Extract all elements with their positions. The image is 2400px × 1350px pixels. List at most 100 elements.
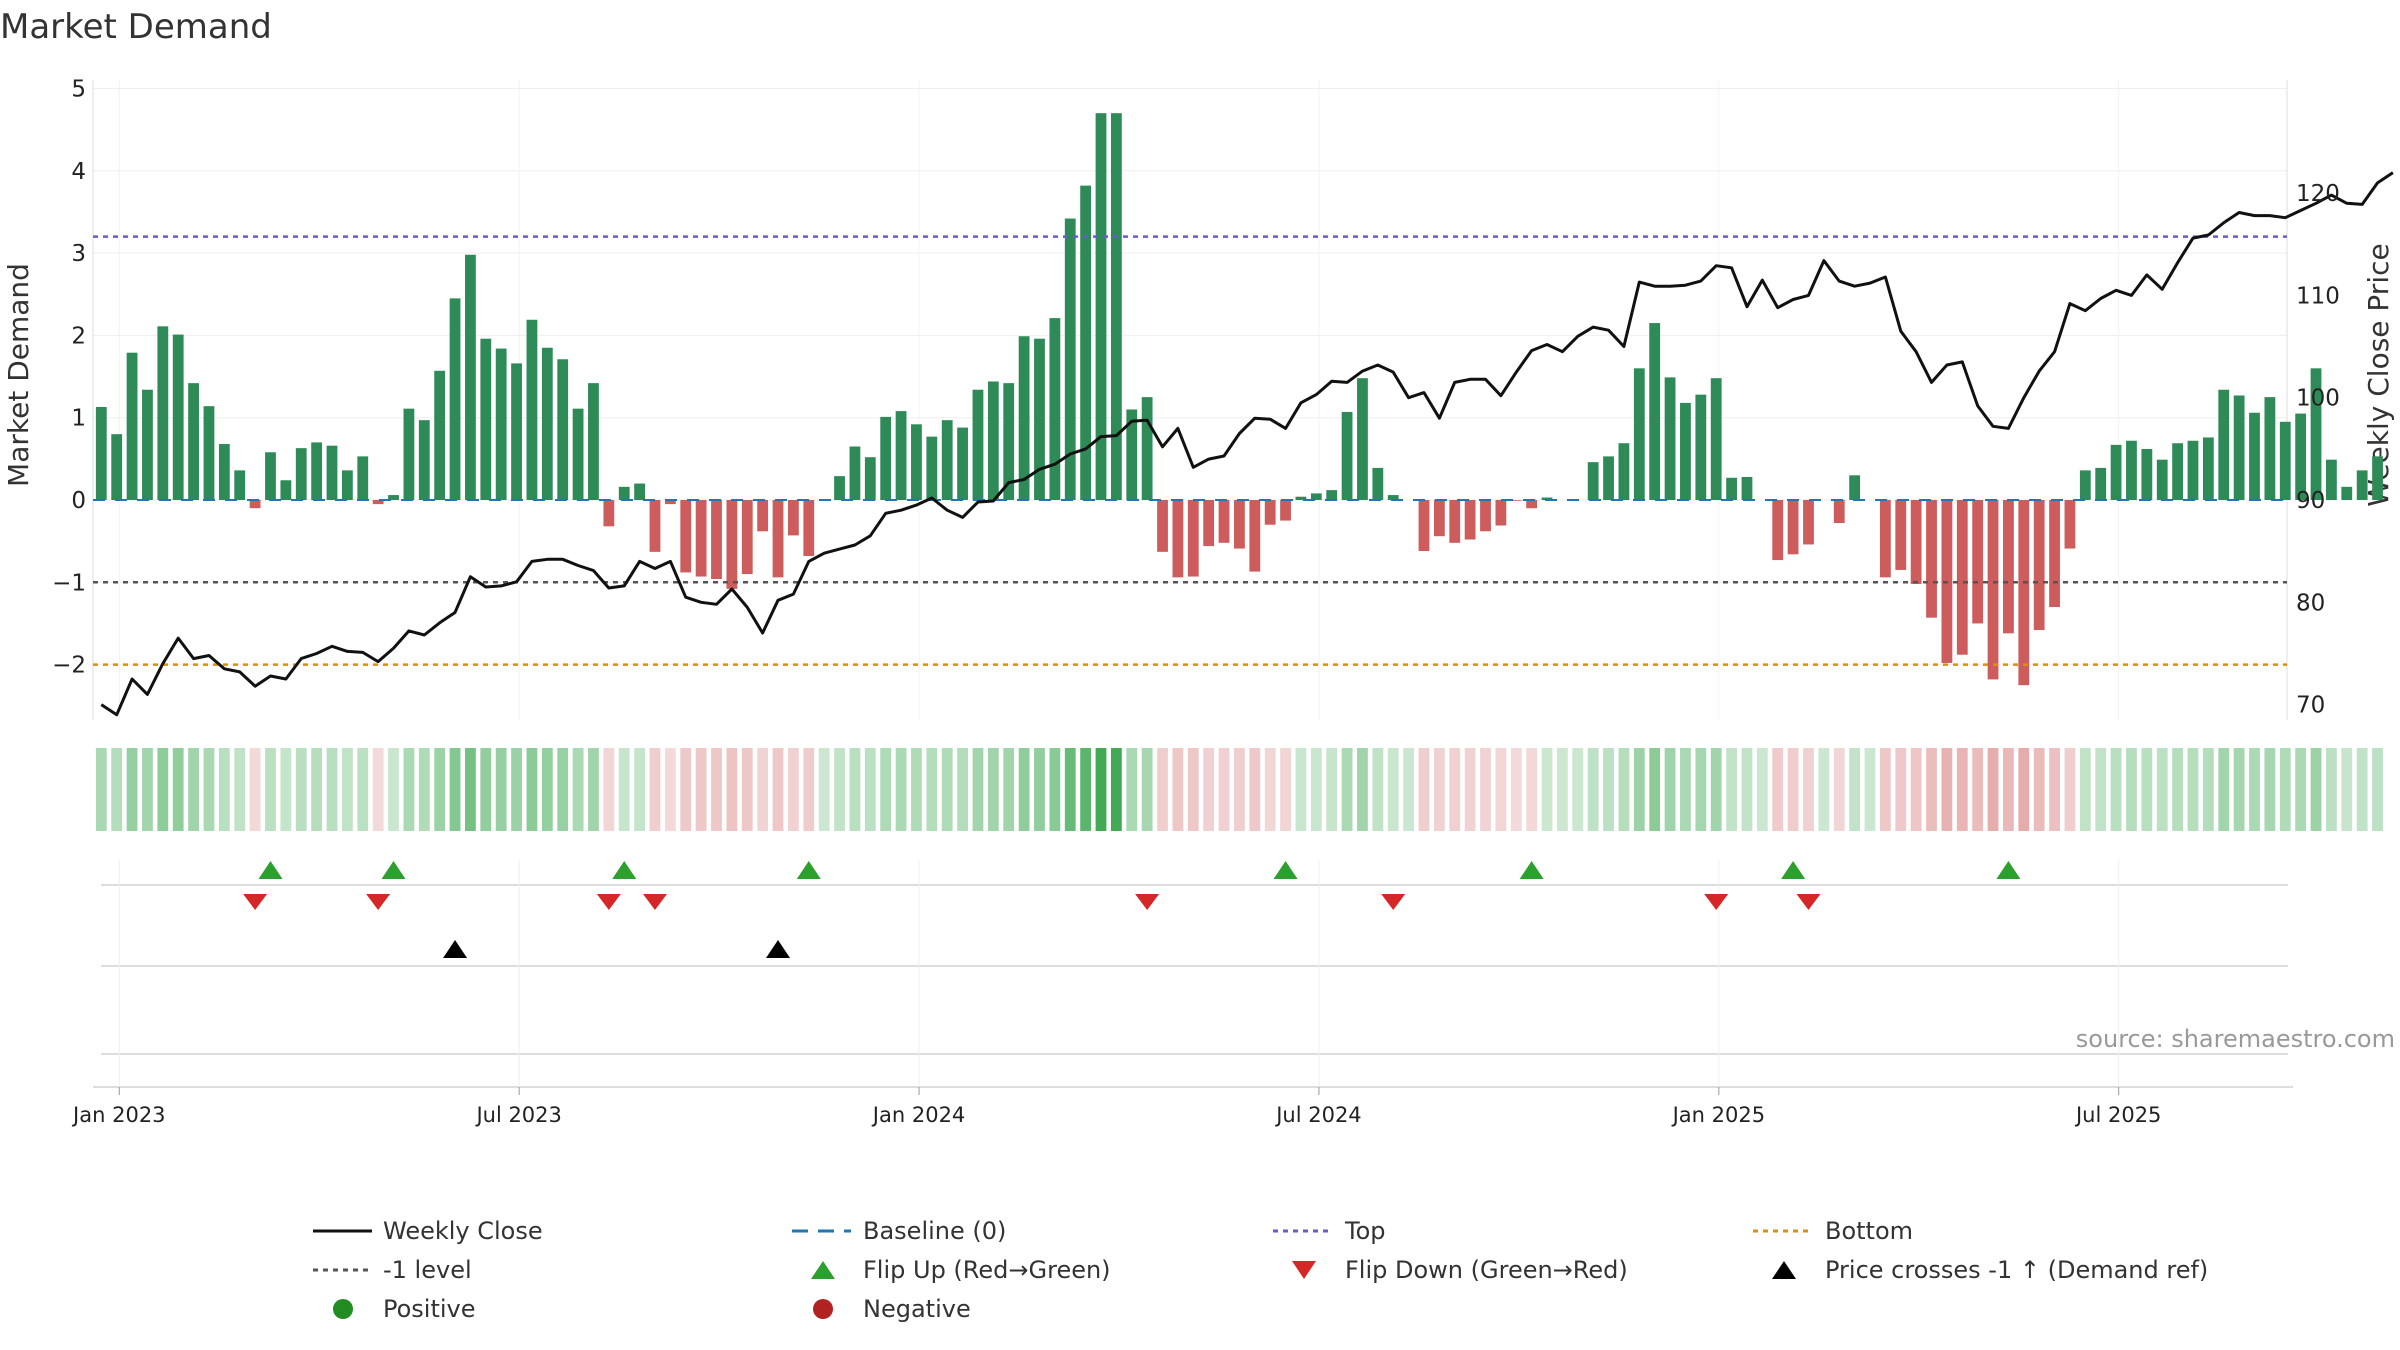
- negative-demand-bar: [757, 500, 769, 532]
- demand-strip-cell: [1695, 748, 1707, 831]
- demand-strip-cell: [218, 748, 230, 831]
- demand-strip-cell: [987, 748, 999, 831]
- demand-strip-cell: [111, 748, 123, 831]
- demand-strip-cell: [572, 748, 584, 831]
- negative-demand-bar: [1495, 500, 1507, 526]
- positive-demand-bar: [234, 470, 246, 500]
- flip-down-marker: [1135, 894, 1160, 910]
- positive-demand-bar: [834, 476, 845, 500]
- positive-demand-bar: [1710, 378, 1722, 500]
- positive-demand-bar: [434, 370, 446, 500]
- positive-demand-bar: [341, 470, 353, 500]
- flip-up-marker: [381, 861, 406, 879]
- positive-demand-bar: [1695, 394, 1707, 500]
- legend-positive-swatch: [333, 1299, 353, 1319]
- positive-demand-bar: [957, 427, 968, 500]
- negative-demand-bar: [1203, 500, 1215, 547]
- negative-demand-bar: [1157, 500, 1168, 552]
- demand-strip-cell: [680, 748, 692, 831]
- positive-demand-bar: [1587, 462, 1599, 500]
- demand-strip-cell: [1803, 748, 1814, 831]
- demand-strip-cell: [142, 748, 153, 831]
- negative-demand-bar: [1172, 500, 1184, 578]
- demand-strip-cell: [1018, 748, 1030, 831]
- demand-strip-cell: [1895, 748, 1907, 831]
- demand-strip-cell: [2233, 748, 2245, 831]
- positive-demand-bar: [2095, 467, 2107, 500]
- positive-demand-bar: [418, 420, 430, 500]
- negative-demand-bar: [1510, 500, 1522, 501]
- positive-demand-bar: [1034, 338, 1045, 500]
- demand-strip-cell: [972, 748, 984, 831]
- positive-demand-bar: [1372, 467, 1384, 500]
- demand-strip-cell: [341, 748, 353, 831]
- legend-flip-up-swatch: [811, 1261, 835, 1279]
- demand-strip-cell: [1280, 748, 1291, 831]
- demand-strip-cell: [1126, 748, 1138, 831]
- flip-down-marker: [642, 894, 667, 910]
- demand-strip-cell: [1772, 748, 1784, 831]
- demand-strip-cell: [2003, 748, 2014, 831]
- positive-demand-bar: [311, 442, 323, 500]
- demand-strip-cell: [757, 748, 769, 831]
- flip-down-marker: [1381, 894, 1406, 910]
- positive-demand-bar: [2279, 421, 2291, 500]
- negative-demand-bar: [1280, 500, 1291, 521]
- flip-up-marker: [1519, 861, 1544, 879]
- demand-strip-cell: [834, 748, 845, 831]
- demand-strip-cell: [588, 748, 599, 831]
- negative-demand-bar: [1234, 500, 1245, 549]
- positive-demand-bar: [403, 408, 415, 500]
- positive-demand-bar: [511, 363, 522, 500]
- demand-strip-cell: [1464, 748, 1476, 831]
- demand-strip-cell: [2279, 748, 2291, 831]
- demand-strip-cell: [1680, 748, 1691, 831]
- negative-demand-bar: [1987, 500, 1999, 680]
- demand-strip-cell: [1264, 748, 1276, 831]
- flip-up-marker: [258, 861, 283, 879]
- demand-strip-cell: [1218, 748, 1230, 831]
- positive-demand-bar: [2156, 459, 2168, 500]
- positive-demand-bar: [1357, 378, 1368, 500]
- negative-demand-bar: [1264, 500, 1276, 525]
- y2-tick-label: 90: [2296, 488, 2325, 514]
- positive-demand-bar: [2295, 413, 2307, 500]
- demand-strip-cell: [372, 748, 384, 831]
- negative-demand-bar: [2064, 500, 2076, 549]
- demand-strip-cell: [157, 748, 169, 831]
- demand-strip-cell: [2264, 748, 2276, 831]
- flip-down-marker: [596, 894, 621, 910]
- positive-demand-bar: [326, 445, 338, 500]
- positive-demand-bar: [172, 334, 184, 500]
- demand-strip-cell: [1618, 748, 1630, 831]
- demand-strip-cell: [1664, 748, 1676, 831]
- demand-strip-cell: [1526, 748, 1538, 831]
- demand-strip-cell: [849, 748, 861, 831]
- demand-strip-cell: [1326, 748, 1338, 831]
- y-tick-label: 5: [71, 77, 86, 103]
- positive-demand-bar: [864, 457, 876, 500]
- negative-demand-bar: [1218, 500, 1230, 543]
- negative-demand-bar: [1526, 500, 1538, 509]
- demand-strip-cell: [1941, 748, 1953, 831]
- demand-strip-cell: [2187, 748, 2199, 831]
- demand-strip-cell: [803, 748, 815, 831]
- flip-up-marker: [796, 861, 821, 879]
- demand-strip-cell: [1603, 748, 1614, 831]
- demand-strip-cell: [772, 748, 784, 831]
- positive-demand-bar: [2356, 470, 2368, 500]
- demand-strip-cell: [480, 748, 492, 831]
- demand-strip-cell: [664, 748, 676, 831]
- demand-strip-cell: [741, 748, 753, 831]
- demand-strip-cell: [1864, 748, 1876, 831]
- positive-demand-bar: [1326, 490, 1338, 500]
- negative-demand-bar: [2033, 500, 2045, 631]
- positive-demand-bar: [911, 424, 922, 500]
- positive-demand-bar: [203, 406, 215, 500]
- negative-demand-bar: [664, 500, 676, 505]
- demand-strip-cell: [1541, 748, 1553, 831]
- demand-strip-cell: [557, 748, 569, 831]
- demand-strip-cell: [2049, 748, 2060, 831]
- positive-demand-bar: [1541, 497, 1553, 500]
- demand-strip-cell: [2218, 748, 2230, 831]
